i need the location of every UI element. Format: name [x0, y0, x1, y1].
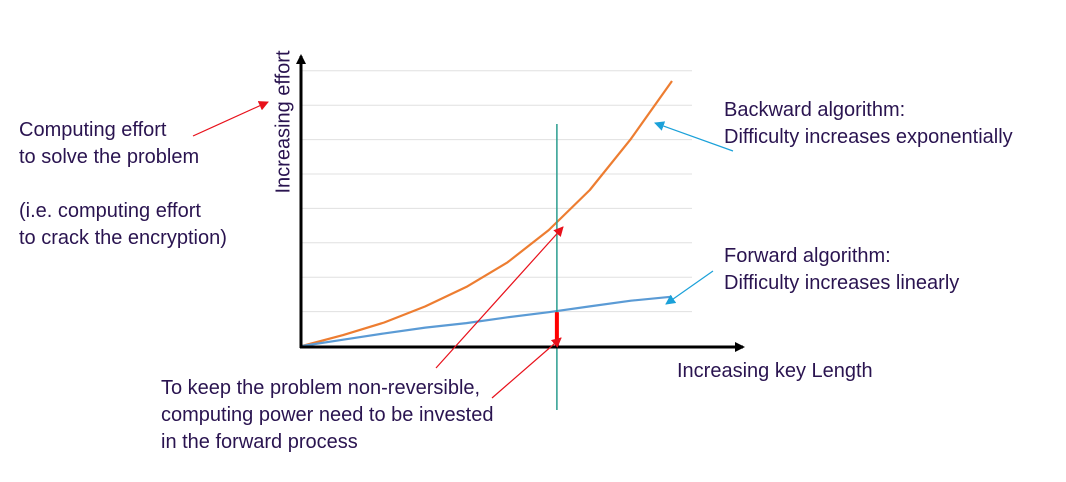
- left-annotation-line: to crack the encryption): [19, 227, 227, 249]
- gridlines: [302, 70, 692, 313]
- forward-description: Difficulty increases linearly: [724, 272, 960, 294]
- forward-annotation: Forward algorithm: Difficulty increases …: [724, 243, 959, 297]
- series-group: [301, 80, 673, 348]
- x-axis-label: Increasing key Length: [677, 360, 873, 382]
- segment-arrow: [491, 337, 562, 399]
- backward-title: Backward algorithm:: [724, 99, 906, 121]
- y-axis-label: Increasing effort: [272, 50, 295, 194]
- left-annotation-line: to solve the problem: [19, 146, 200, 168]
- left-annotation-line: (i.e. computing effort: [19, 200, 201, 222]
- backward-annotation: Backward algorithm: Difficulty increases…: [724, 97, 1013, 151]
- backward-description: Difficulty increases exponentially: [724, 126, 1013, 148]
- bottom-annotation-line: To keep the problem non-reversible,: [161, 377, 481, 399]
- series-line-forward: [301, 295, 673, 348]
- left-annotation-line: [19, 171, 227, 198]
- bottom-annotation-line: in the forward process: [161, 431, 358, 453]
- left-annotation: Computing effort to solve the problem (i…: [19, 117, 227, 252]
- forward-title: Forward algorithm:: [724, 245, 891, 267]
- crossing-arrow: [435, 226, 564, 369]
- forward-arrow: [665, 270, 714, 305]
- effort-arrow: [192, 101, 269, 137]
- series-line-backward: [301, 80, 673, 348]
- backward-arrow: [654, 121, 734, 152]
- left-annotation-line: Computing effort: [19, 119, 167, 141]
- bottom-annotation-line: computing power need to be invested: [161, 404, 494, 426]
- bottom-annotation: To keep the problem non-reversible, comp…: [161, 375, 493, 456]
